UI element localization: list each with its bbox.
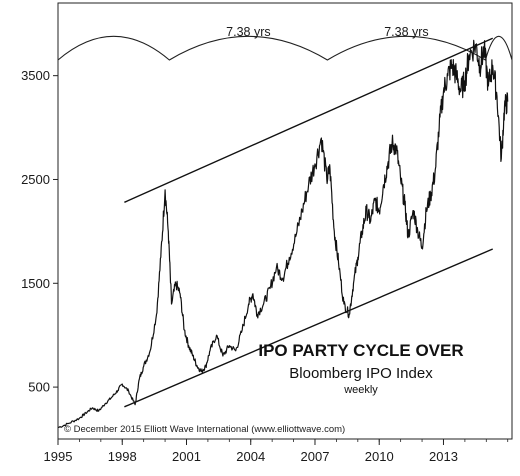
x-tick-label: 1998: [108, 449, 137, 464]
x-tick-label: 1995: [44, 449, 73, 464]
plot-frame: [57, 2, 513, 440]
channel-lines: [124, 37, 494, 408]
y-axis: 500 1500 2500 3500: [21, 68, 58, 395]
copyright-text: © December 2015 Elliott Wave Internation…: [64, 424, 345, 435]
price-series: [57, 39, 509, 429]
series-line-0: [57, 39, 509, 429]
channel-line-upper: [124, 37, 494, 203]
y-tick-label: 500: [28, 380, 50, 395]
y-tick-label: 2500: [21, 172, 50, 187]
x-tick-label: 2013: [429, 449, 458, 464]
cycle-label: 7.38 yrs: [226, 25, 270, 39]
x-tick-label: 2004: [236, 449, 265, 464]
y-tick-label: 3500: [21, 68, 50, 83]
chart-subtitle: Bloomberg IPO Index: [289, 365, 433, 382]
chart-note: weekly: [343, 384, 378, 396]
x-tick-label: 2001: [172, 449, 201, 464]
cycle-label: 7.38 yrs: [384, 25, 428, 39]
cycle-arcs: 7.38 yrs 7.38 yrs: [57, 25, 513, 61]
y-tick-label: 1500: [21, 276, 50, 291]
chart-title: IPO PARTY CYCLE OVER: [258, 341, 463, 360]
x-tick-label: 2010: [365, 449, 394, 464]
x-tick-label: 2007: [301, 449, 330, 464]
x-axis: 1995 1998 2001 2004 2007 2010 2013: [44, 439, 509, 464]
channel-line-lower: [124, 248, 494, 408]
cycle-arc-path: [57, 35, 513, 61]
